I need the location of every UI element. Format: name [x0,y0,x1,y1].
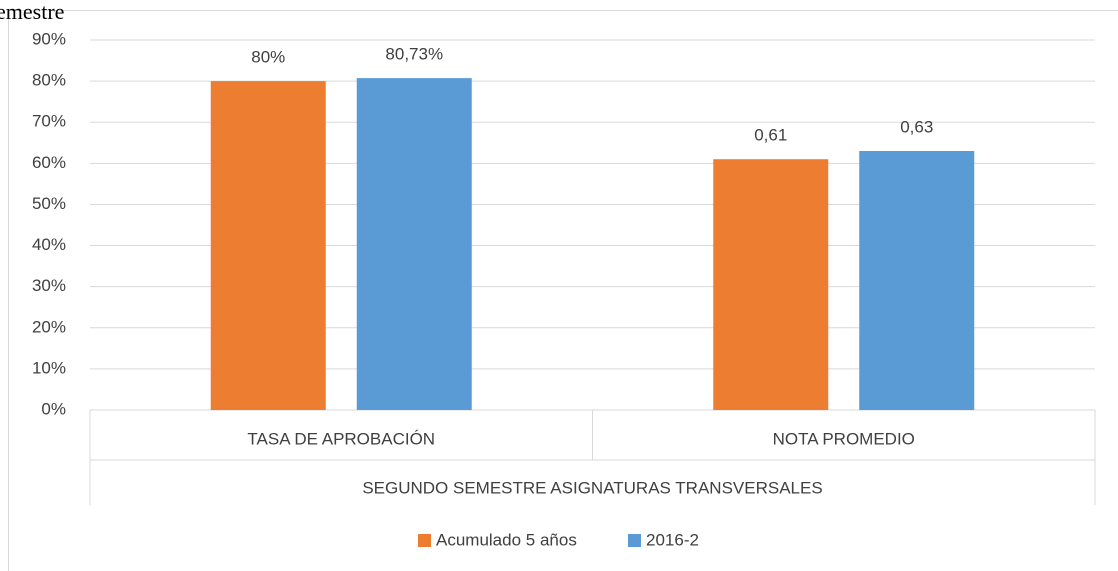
bar [859,151,975,410]
legend-swatch [418,534,431,547]
y-tick-label: 40% [32,235,66,254]
bar [713,159,829,410]
chart-title: emestre [0,0,64,24]
bar [356,78,472,411]
y-tick-label: 80% [32,71,66,90]
x-group-label: SEGUNDO SEMESTRE ASIGNATURAS TRANSVERSAL… [362,478,822,497]
legend-swatch [628,534,641,547]
legend-label: Acumulado 5 años [436,530,577,549]
y-tick-label: 60% [32,153,66,172]
data-label: 80,73% [385,45,443,64]
y-tick-label: 0% [41,399,66,418]
data-label: 80% [251,48,285,67]
y-tick-label: 30% [32,276,66,295]
y-tick-label: 20% [32,317,66,336]
x-tick-label: TASA DE APROBACIÓN [247,429,435,448]
y-tick-label: 90% [32,29,66,48]
x-tick-label: NOTA PROMEDIO [773,429,915,448]
y-tick-label: 50% [32,194,66,213]
data-label: 0,63 [900,117,933,136]
y-tick-label: 70% [32,112,66,131]
legend-label: 2016-2 [646,530,699,549]
bar [210,81,326,410]
chart-border [8,10,1118,571]
y-tick-label: 10% [32,358,66,377]
data-label: 0,61 [754,126,787,145]
